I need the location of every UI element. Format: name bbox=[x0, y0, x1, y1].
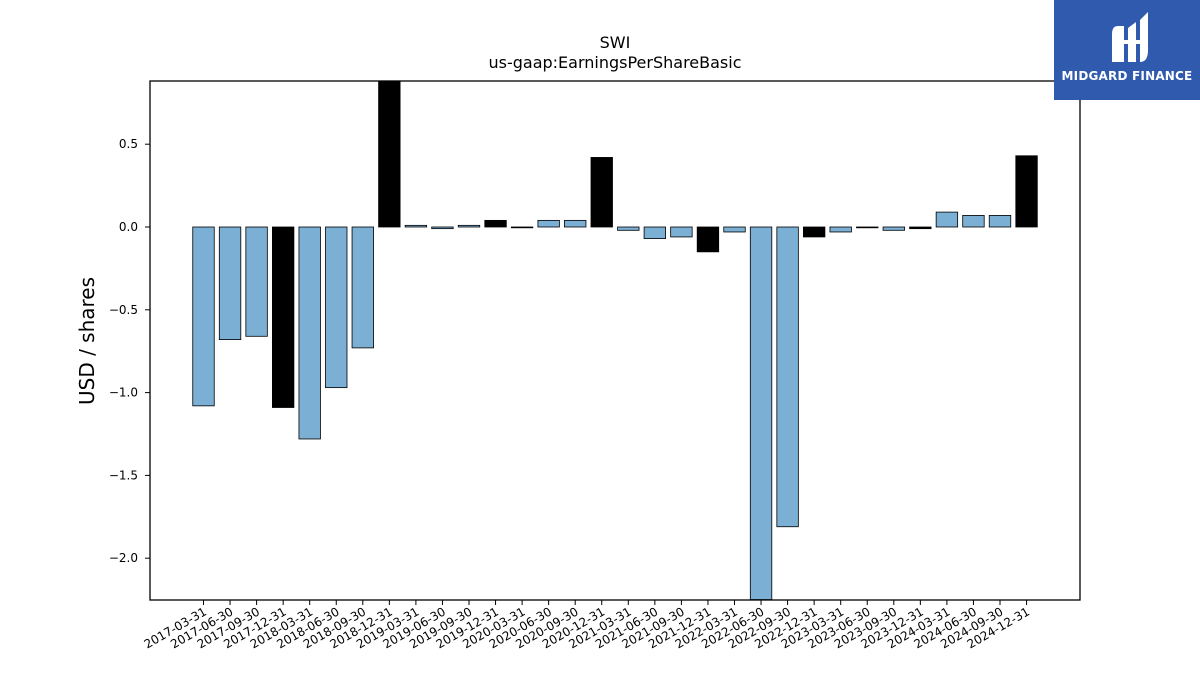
midgard-logo-icon bbox=[1112, 12, 1148, 62]
y-tick-label: −2.0 bbox=[109, 551, 138, 565]
bar-2023-03-31 bbox=[829, 226, 852, 233]
bar-2020-09-30 bbox=[564, 219, 587, 228]
bar-2022-06-30 bbox=[749, 226, 773, 601]
bar-2024-12-31 bbox=[1015, 155, 1038, 228]
bar-2024-09-30 bbox=[988, 215, 1012, 228]
bar-2023-06-30 bbox=[856, 226, 879, 229]
bar-2021-09-30 bbox=[670, 226, 693, 238]
chart-subtitle: us-gaap:EarningsPerShareBasic bbox=[488, 53, 741, 72]
bars-group bbox=[192, 80, 1038, 601]
y-tick-label: −1.0 bbox=[109, 386, 138, 400]
bar-2024-03-31 bbox=[935, 211, 959, 228]
bar-2017-12-31 bbox=[271, 226, 295, 408]
bar-2021-12-31 bbox=[696, 226, 720, 253]
brand-logo: MIDGARD FINANCE bbox=[1054, 0, 1200, 100]
bar-2018-06-30 bbox=[325, 226, 348, 389]
bar-2022-12-31 bbox=[803, 226, 826, 238]
brand-logo-text: MIDGARD FINANCE bbox=[1061, 69, 1193, 83]
bar-2024-06-30 bbox=[962, 215, 985, 228]
bar-2019-12-31 bbox=[484, 219, 507, 228]
y-tick-label: 0.5 bbox=[119, 137, 138, 151]
plot-area-frame bbox=[149, 80, 1081, 601]
bar-2021-06-30 bbox=[643, 226, 666, 239]
bar-2023-09-30 bbox=[882, 226, 905, 231]
bar-2017-06-30 bbox=[218, 226, 242, 341]
bar-2018-03-31 bbox=[298, 226, 321, 440]
bar-2019-06-30 bbox=[431, 226, 454, 230]
bar-2020-12-31 bbox=[590, 157, 613, 228]
chart-title: SWI bbox=[600, 33, 631, 52]
bar-2019-03-31 bbox=[404, 224, 428, 228]
bar-2020-06-30 bbox=[537, 219, 560, 228]
y-axis-label: USD / shares bbox=[75, 277, 99, 405]
bar-2021-03-31 bbox=[617, 226, 640, 231]
bar-2018-09-30 bbox=[351, 226, 374, 349]
y-tick-label: −0.5 bbox=[109, 303, 138, 317]
bar-2022-03-31 bbox=[723, 226, 746, 233]
bar-2019-09-30 bbox=[457, 224, 481, 228]
y-tick-label: −1.5 bbox=[109, 468, 138, 482]
x-ticks-group: 2017-03-312017-06-302017-09-302017-12-31… bbox=[142, 600, 1032, 651]
y-tick-label: 0.0 bbox=[119, 220, 138, 234]
bar-2023-12-31 bbox=[909, 226, 932, 230]
bar-2017-09-30 bbox=[245, 226, 268, 337]
bar-2020-03-31 bbox=[510, 226, 534, 229]
y-ticks-group: 0.5 0.0 −0.5 −1.0 −1.5 −2.0 bbox=[109, 137, 150, 565]
bar-2018-12-31 bbox=[378, 80, 401, 228]
bar-2022-09-30 bbox=[776, 226, 799, 528]
bar-2017-03-31 bbox=[192, 226, 215, 407]
